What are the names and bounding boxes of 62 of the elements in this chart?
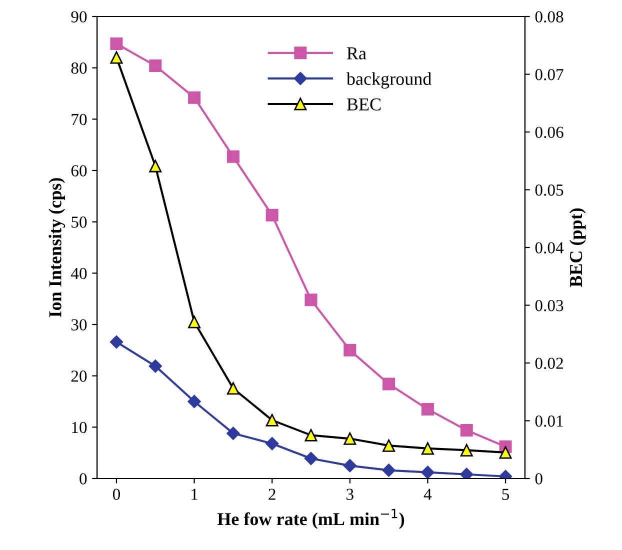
y-axis-title: Ion Intensity (cps)	[48, 178, 66, 318]
point	[460, 444, 473, 456]
x-tick-label: 5	[502, 488, 510, 500]
y-tick-label: 60	[71, 165, 87, 176]
legend-label: Ra	[346, 47, 366, 60]
point	[460, 468, 474, 478]
x-tick-label: 3	[346, 488, 354, 500]
point	[344, 432, 356, 445]
point	[382, 439, 396, 452]
point	[304, 294, 318, 306]
y-tick-label: 10	[72, 422, 87, 434]
point	[344, 344, 356, 356]
y-tick-label: 70	[72, 114, 87, 126]
point	[188, 91, 201, 104]
y2-tick-label: 0.04	[535, 242, 564, 254]
y-tick-label: 40	[70, 268, 87, 280]
point	[188, 394, 201, 408]
point	[460, 424, 473, 436]
x-tick-label: 0	[112, 488, 120, 500]
point	[188, 316, 201, 328]
point	[304, 428, 318, 442]
y-tick-label: 80	[71, 62, 87, 74]
y2-tick-label: 0.05	[535, 184, 564, 196]
legend-label: BEC	[346, 98, 381, 110]
y2-tick-label: 0.03	[535, 300, 564, 312]
point	[266, 414, 278, 426]
point	[421, 442, 434, 455]
y-tick-label: 20	[71, 370, 87, 382]
point	[226, 426, 240, 440]
y2-tick-label: 0	[535, 473, 542, 484]
y-tick-label: 30	[71, 319, 87, 330]
point	[149, 60, 162, 72]
y-tick-label: 90	[71, 11, 87, 22]
y2-tick-label: 0.02	[535, 358, 563, 370]
point	[343, 459, 356, 472]
y2-tick-label: 0.01	[535, 415, 563, 427]
point	[304, 452, 318, 466]
legend-label: background	[346, 72, 432, 89]
point	[149, 160, 162, 172]
point	[499, 446, 512, 459]
point	[382, 464, 396, 477]
point	[226, 382, 240, 395]
x-tick-label: 4	[424, 488, 432, 500]
y2-axis-title: BEC (ppt)	[569, 208, 586, 288]
x-axis-title: He fow rate (mL min$^{−1}$)	[217, 508, 404, 529]
x-tick-label: 2	[268, 488, 276, 500]
point	[266, 437, 279, 450]
point	[110, 51, 123, 64]
y-tick-label: 50	[72, 216, 87, 228]
point	[421, 466, 434, 478]
point	[110, 335, 124, 349]
point	[266, 208, 278, 222]
y-tick-label: 0	[80, 473, 87, 484]
point	[110, 37, 123, 50]
point	[148, 359, 162, 373]
point	[382, 378, 396, 390]
y2-tick-label: 0.07	[535, 68, 564, 80]
x-tick-label: 1	[192, 488, 198, 500]
y2-tick-label: 0.06	[535, 126, 564, 138]
y2-tick-label: 0.08	[535, 11, 564, 23]
point	[421, 402, 434, 416]
point	[226, 150, 240, 163]
